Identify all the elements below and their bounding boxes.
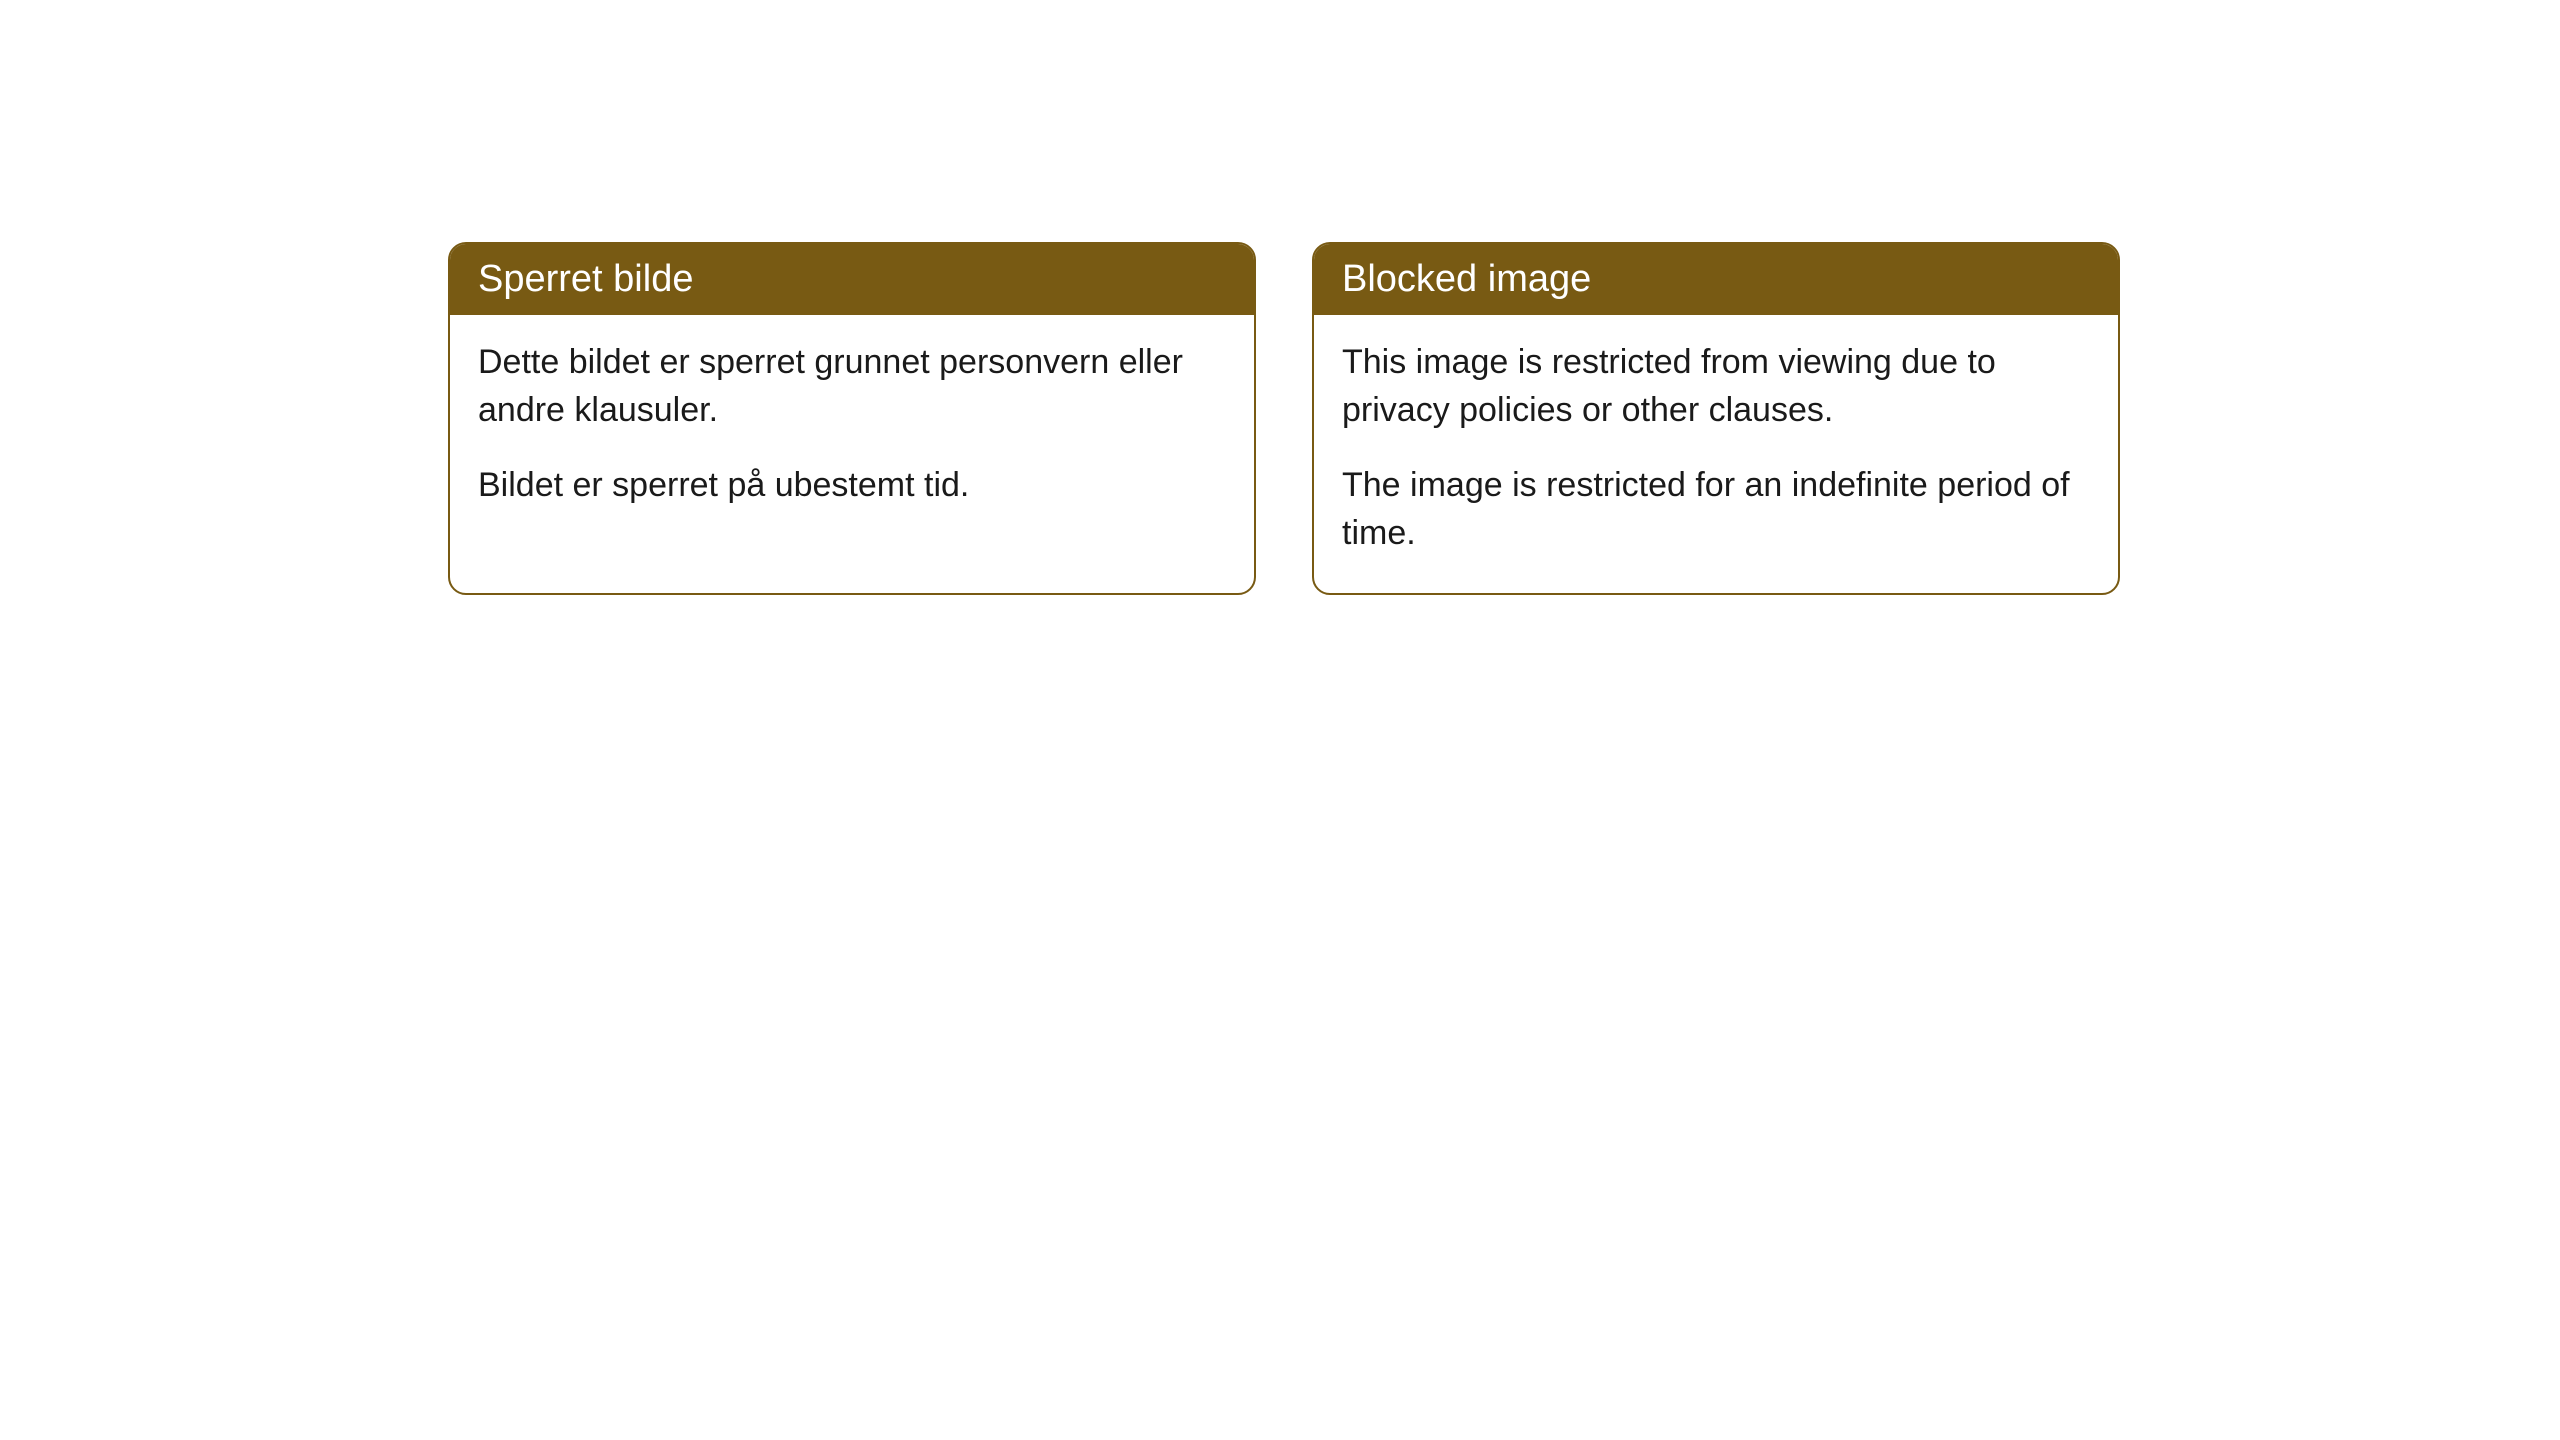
card-paragraph-1-english: This image is restricted from viewing du… bbox=[1342, 339, 2090, 434]
card-body-norwegian: Dette bildet er sperret grunnet personve… bbox=[450, 315, 1254, 546]
card-paragraph-1-norwegian: Dette bildet er sperret grunnet personve… bbox=[478, 339, 1226, 434]
card-body-english: This image is restricted from viewing du… bbox=[1314, 315, 2118, 593]
card-header-english: Blocked image bbox=[1314, 244, 2118, 315]
blocked-image-card-english: Blocked image This image is restricted f… bbox=[1312, 242, 2120, 595]
blocked-image-card-norwegian: Sperret bilde Dette bildet er sperret gr… bbox=[448, 242, 1256, 595]
cards-container: Sperret bilde Dette bildet er sperret gr… bbox=[0, 0, 2560, 595]
card-paragraph-2-norwegian: Bildet er sperret på ubestemt tid. bbox=[478, 462, 1226, 510]
card-header-norwegian: Sperret bilde bbox=[450, 244, 1254, 315]
card-paragraph-2-english: The image is restricted for an indefinit… bbox=[1342, 462, 2090, 557]
